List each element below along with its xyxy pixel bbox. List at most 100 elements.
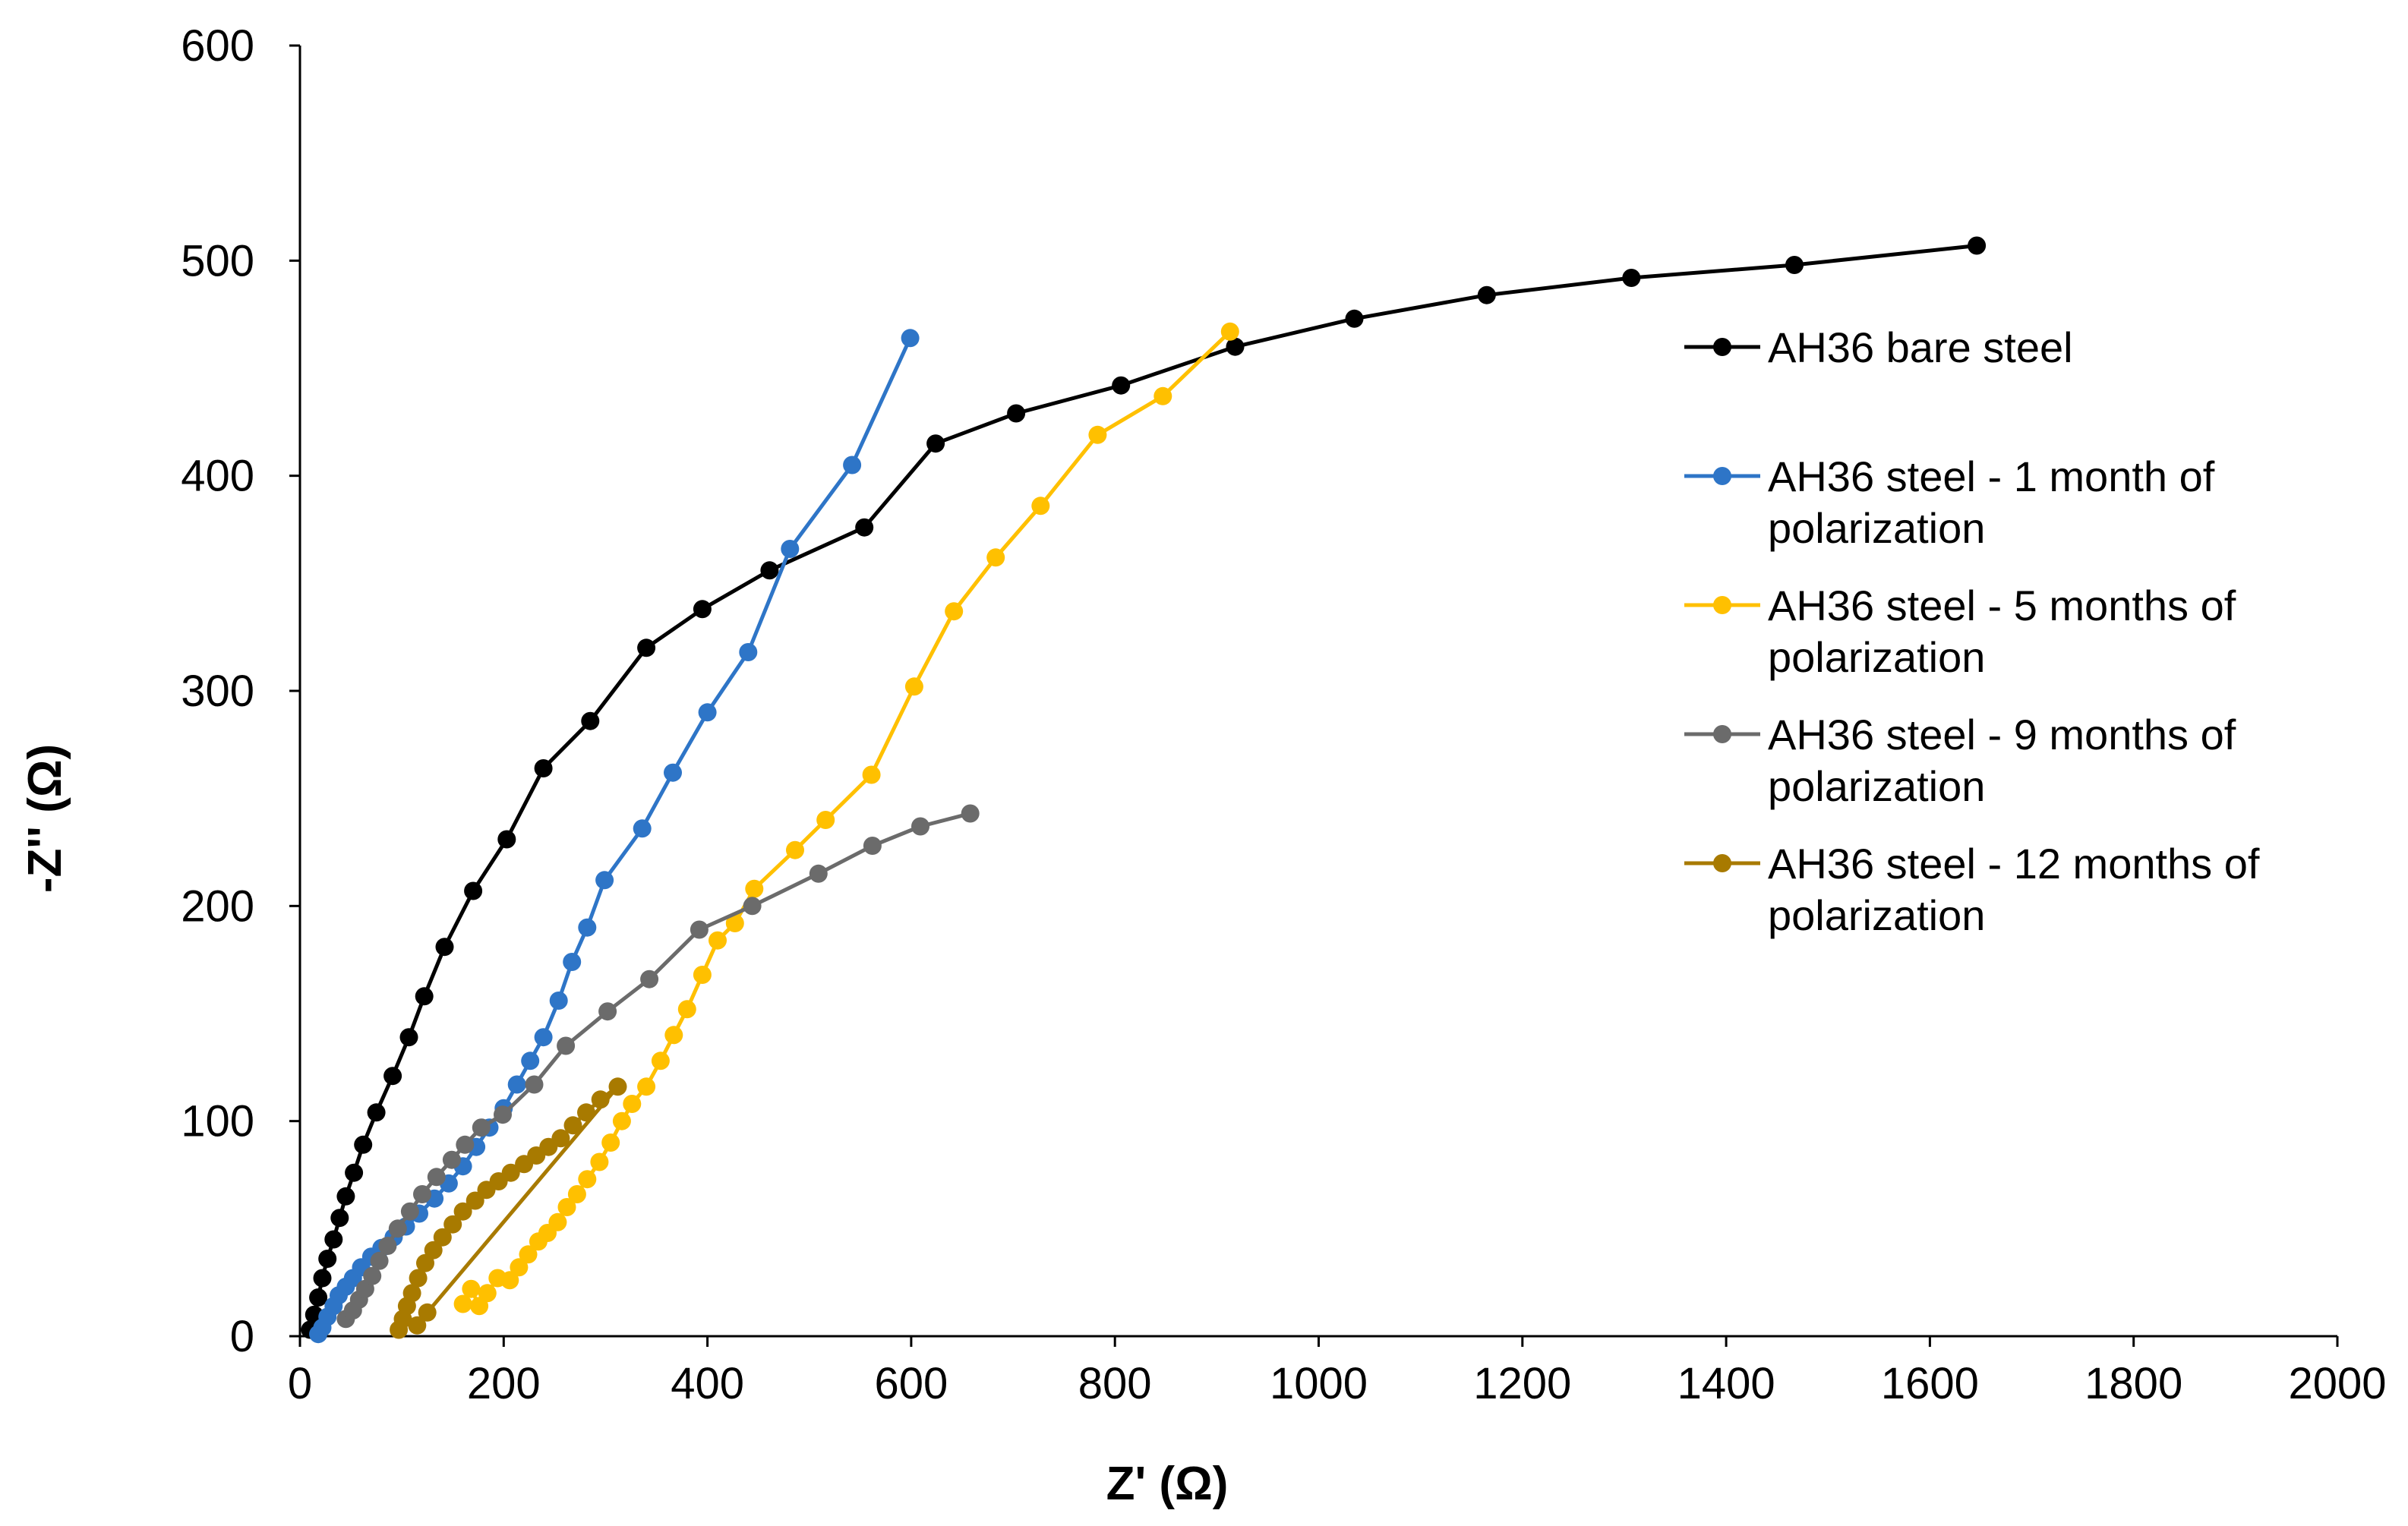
data-point xyxy=(1007,404,1026,423)
data-point xyxy=(453,1202,472,1221)
series-5 xyxy=(390,1077,627,1339)
data-point xyxy=(442,1150,461,1169)
data-point xyxy=(399,1028,418,1047)
data-point xyxy=(453,1294,472,1313)
data-point xyxy=(945,602,964,621)
data-point xyxy=(693,966,712,984)
data-point xyxy=(1154,386,1172,405)
data-point xyxy=(497,830,516,849)
legend-swatch-marker xyxy=(1713,467,1731,485)
data-point xyxy=(402,1284,421,1303)
data-point xyxy=(472,1118,491,1137)
data-point xyxy=(698,703,717,722)
data-point xyxy=(408,1316,427,1335)
data-point xyxy=(424,1241,443,1260)
data-point xyxy=(400,1202,419,1221)
series-3 xyxy=(453,322,1239,1316)
data-point xyxy=(507,1075,526,1094)
data-point xyxy=(534,1028,553,1047)
legend-swatch-marker xyxy=(1713,596,1731,614)
data-point xyxy=(435,938,454,957)
data-point xyxy=(330,1209,349,1228)
data-point xyxy=(388,1219,407,1238)
data-point xyxy=(409,1269,428,1288)
y-tick-label: 200 xyxy=(181,881,254,931)
data-point xyxy=(525,1075,544,1094)
legend-label: AH36 steel - 12 months of xyxy=(1768,840,2260,888)
data-point xyxy=(612,1111,631,1130)
series-layer xyxy=(301,236,1987,1344)
data-point xyxy=(591,1090,610,1109)
x-tick-label: 2000 xyxy=(2288,1359,2386,1408)
legend-label: polarization xyxy=(1768,762,1985,810)
y-tick-label: 0 xyxy=(230,1312,254,1361)
data-point xyxy=(863,837,882,855)
legend-swatch-marker xyxy=(1713,338,1731,356)
data-point xyxy=(1968,236,1987,255)
x-axis-title: Z' (Ω) xyxy=(1106,1458,1229,1510)
data-point xyxy=(478,1284,497,1303)
data-point xyxy=(598,1002,617,1021)
data-point xyxy=(313,1269,332,1288)
ticks: 0 200 400 600 800 1000 1200 1400 1600 1800 2000 0 10… xyxy=(181,21,2386,1408)
data-point xyxy=(521,1051,540,1070)
data-point xyxy=(786,840,804,859)
legend-label: AH36 steel - 5 months of xyxy=(1768,582,2236,629)
data-point xyxy=(1112,376,1131,395)
x-tick-label: 1200 xyxy=(1473,1359,1571,1408)
data-point xyxy=(809,864,828,883)
data-point xyxy=(563,953,582,971)
legend-swatch-marker xyxy=(1713,725,1731,743)
x-tick-label: 200 xyxy=(467,1359,541,1408)
data-point xyxy=(370,1251,389,1270)
legend-item-1: AH36 bare steel xyxy=(1684,323,2073,371)
data-point xyxy=(911,817,929,836)
data-point xyxy=(651,1051,670,1070)
data-point xyxy=(1785,256,1804,274)
series-1 xyxy=(301,236,1987,1339)
data-point xyxy=(336,1187,355,1206)
y-tick-label: 600 xyxy=(181,21,254,71)
data-point xyxy=(500,1271,519,1290)
y-tick-label: 500 xyxy=(181,236,254,285)
data-point xyxy=(816,811,835,829)
data-point xyxy=(601,1133,620,1152)
legend-label: AH36 steel - 9 months of xyxy=(1768,711,2236,758)
data-point xyxy=(677,1000,696,1019)
series-line xyxy=(461,329,1232,1308)
data-point xyxy=(510,1258,529,1277)
data-point xyxy=(1477,285,1496,304)
data-point xyxy=(581,711,600,730)
data-point xyxy=(345,1163,364,1182)
data-point xyxy=(378,1237,397,1255)
x-tick-label: 1400 xyxy=(1677,1359,1775,1408)
data-point xyxy=(1088,425,1107,444)
series-2 xyxy=(309,329,920,1344)
data-point xyxy=(855,518,874,537)
data-point xyxy=(577,1103,595,1122)
data-point xyxy=(664,763,682,782)
data-point xyxy=(501,1163,520,1182)
data-point xyxy=(318,1250,337,1268)
data-point xyxy=(548,1212,567,1231)
data-point xyxy=(354,1135,373,1154)
legend-label: polarization xyxy=(1768,891,1985,939)
data-point xyxy=(413,1185,431,1203)
series-line xyxy=(396,1084,620,1331)
data-point xyxy=(608,1077,627,1096)
x-tick-label: 800 xyxy=(1078,1359,1152,1408)
data-point xyxy=(578,1170,597,1189)
legend-swatch-marker xyxy=(1713,854,1731,872)
data-point xyxy=(637,1077,656,1096)
data-point xyxy=(534,759,553,777)
data-point xyxy=(557,1198,576,1216)
data-point xyxy=(743,897,762,916)
data-point xyxy=(904,677,923,696)
data-point xyxy=(363,1266,382,1285)
legend-label: AH36 bare steel xyxy=(1768,323,2073,371)
